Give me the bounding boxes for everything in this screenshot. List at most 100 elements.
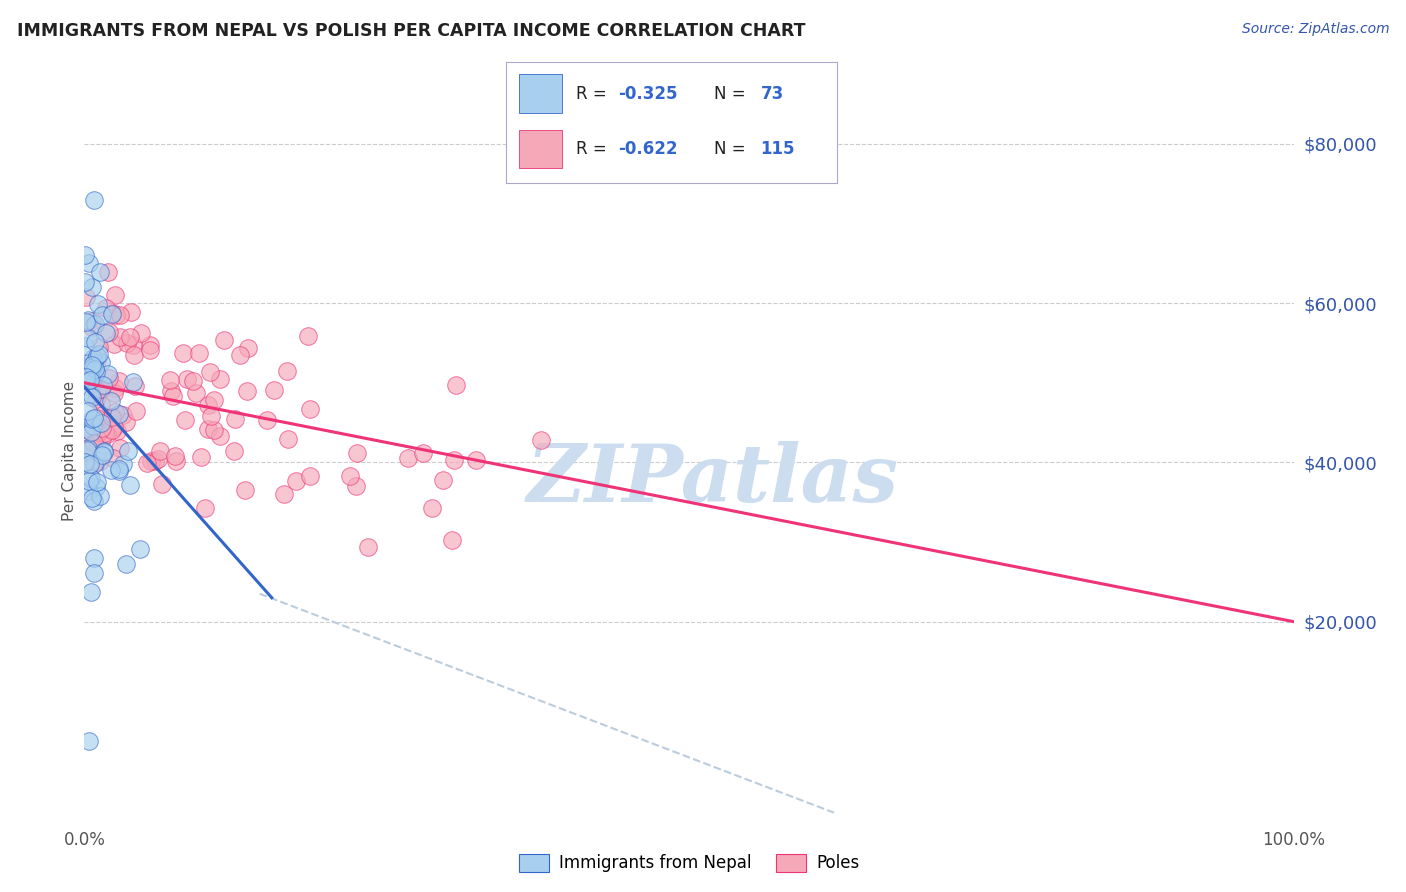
Point: [80, 439, 103, 453]
Point: [73, 455, 96, 469]
Point: [118, 478, 141, 492]
Point: [339, 469, 361, 483]
Point: [129, 326, 152, 340]
Point: [94, 426, 117, 441]
Point: [115, 558, 138, 572]
Point: [82, 491, 104, 506]
Point: [396, 450, 419, 465]
Point: [83, 411, 105, 425]
Point: [89, 397, 111, 411]
Point: [108, 309, 131, 323]
Point: [75, 444, 97, 458]
Point: [120, 304, 142, 318]
Point: [222, 443, 245, 458]
Point: [285, 475, 308, 489]
Point: [190, 450, 212, 465]
Point: [187, 346, 209, 360]
Point: [77, 734, 100, 748]
Point: [125, 404, 148, 418]
Point: [212, 334, 235, 348]
Point: [105, 308, 128, 322]
Point: [135, 457, 157, 471]
Text: -0.325: -0.325: [619, 85, 678, 103]
Point: [107, 374, 129, 388]
Point: [111, 408, 134, 422]
Point: [90, 355, 112, 369]
Point: [163, 450, 186, 464]
Point: [98, 371, 121, 385]
Point: [84, 480, 107, 494]
Point: [344, 478, 367, 492]
Point: [357, 541, 380, 555]
Point: [84, 365, 107, 379]
Point: [80, 390, 103, 404]
Point: [79, 425, 101, 439]
Point: [145, 454, 167, 468]
Point: [121, 338, 143, 352]
Point: [83, 551, 105, 566]
Point: [194, 501, 217, 516]
Point: [90, 417, 112, 431]
Point: [97, 265, 120, 279]
Point: [101, 306, 124, 320]
Point: [298, 469, 321, 483]
Point: [83, 355, 105, 369]
Point: [75, 369, 97, 384]
Point: [100, 394, 122, 409]
Text: N =: N =: [714, 140, 751, 158]
Point: [86, 296, 108, 310]
Point: [91, 308, 114, 322]
Point: [117, 443, 139, 458]
Point: [80, 471, 103, 485]
Point: [84, 392, 107, 406]
Text: Source: ZipAtlas.com: Source: ZipAtlas.com: [1241, 22, 1389, 37]
Point: [80, 314, 103, 328]
Text: 115: 115: [761, 140, 794, 158]
Point: [101, 409, 124, 424]
Bar: [519, 75, 562, 113]
Text: -0.622: -0.622: [619, 140, 678, 158]
Point: [108, 464, 131, 478]
Point: [90, 448, 112, 462]
Point: [100, 306, 122, 320]
Point: [277, 432, 299, 446]
Point: [299, 401, 322, 416]
Text: IMMIGRANTS FROM NEPAL VS POLISH PER CAPITA INCOME CORRELATION CHART: IMMIGRANTS FROM NEPAL VS POLISH PER CAPI…: [17, 22, 806, 40]
Point: [273, 487, 295, 501]
Point: [146, 452, 169, 467]
Point: [236, 341, 259, 355]
Point: [124, 378, 146, 392]
Point: [108, 407, 131, 421]
Point: [297, 329, 319, 343]
Point: [75, 369, 97, 384]
Point: [160, 384, 183, 399]
Point: [184, 385, 207, 400]
Point: [104, 380, 127, 394]
Point: [82, 412, 104, 426]
Point: [80, 585, 103, 599]
Point: [89, 425, 111, 440]
Point: [96, 427, 118, 442]
Point: [200, 409, 222, 424]
Point: [83, 457, 105, 471]
Point: [432, 473, 454, 487]
Point: [75, 248, 97, 262]
Point: [79, 363, 101, 377]
Point: [77, 441, 100, 455]
Y-axis label: Per Capita Income: Per Capita Income: [62, 380, 77, 521]
Point: [224, 412, 246, 426]
Point: [208, 429, 231, 443]
Point: [87, 347, 110, 361]
Point: [94, 301, 117, 316]
Point: [94, 326, 117, 341]
Text: 73: 73: [761, 85, 783, 103]
Point: [86, 349, 108, 363]
Point: [139, 454, 162, 468]
Point: [75, 275, 97, 289]
Point: [83, 193, 105, 207]
Point: [91, 432, 114, 446]
Point: [229, 348, 252, 362]
Point: [76, 331, 98, 345]
Point: [159, 373, 181, 387]
Point: [420, 500, 443, 515]
